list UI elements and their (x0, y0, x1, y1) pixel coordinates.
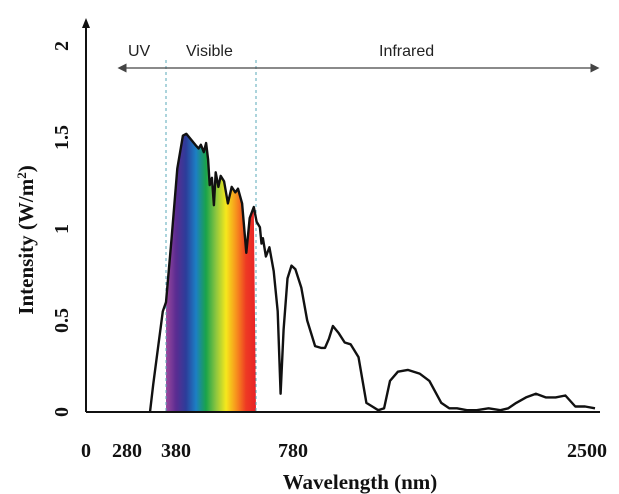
y-tick-label: 0 (51, 407, 73, 417)
y-tick-label: 2 (51, 41, 73, 51)
x-tick-label: 2500 (567, 440, 607, 462)
infrared-region-label: Infrared (379, 43, 434, 60)
y-tick-labels: 0 0.5 1 1.5 2 (51, 41, 73, 417)
x-tick-label: 0 (81, 440, 91, 462)
x-tick-label: 380 (161, 440, 191, 462)
visible-spectrum-fill (166, 133, 256, 412)
y-axis-title: Intensity (W/m2) (14, 165, 38, 314)
x-tick-labels: 0 280 380 780 2500 (81, 440, 607, 462)
x-axis-title: Wavelength (nm) (283, 470, 438, 494)
visible-region-label: Visible (186, 43, 233, 60)
spectrum-line (148, 132, 596, 413)
y-axis-title-superscript: 2 (14, 172, 29, 179)
y-tick-label: 0.5 (51, 308, 73, 333)
y-axis-title-close: ) (14, 165, 38, 172)
x-tick-label: 780 (278, 440, 308, 462)
uv-region-label: UV (128, 43, 151, 60)
x-tick-label: 280 (112, 440, 142, 462)
y-axis-title-text: Intensity (W/m (14, 178, 38, 314)
y-axis-arrowhead (82, 18, 90, 28)
y-tick-label: 1 (51, 224, 73, 234)
y-tick-label: 1.5 (51, 125, 73, 150)
